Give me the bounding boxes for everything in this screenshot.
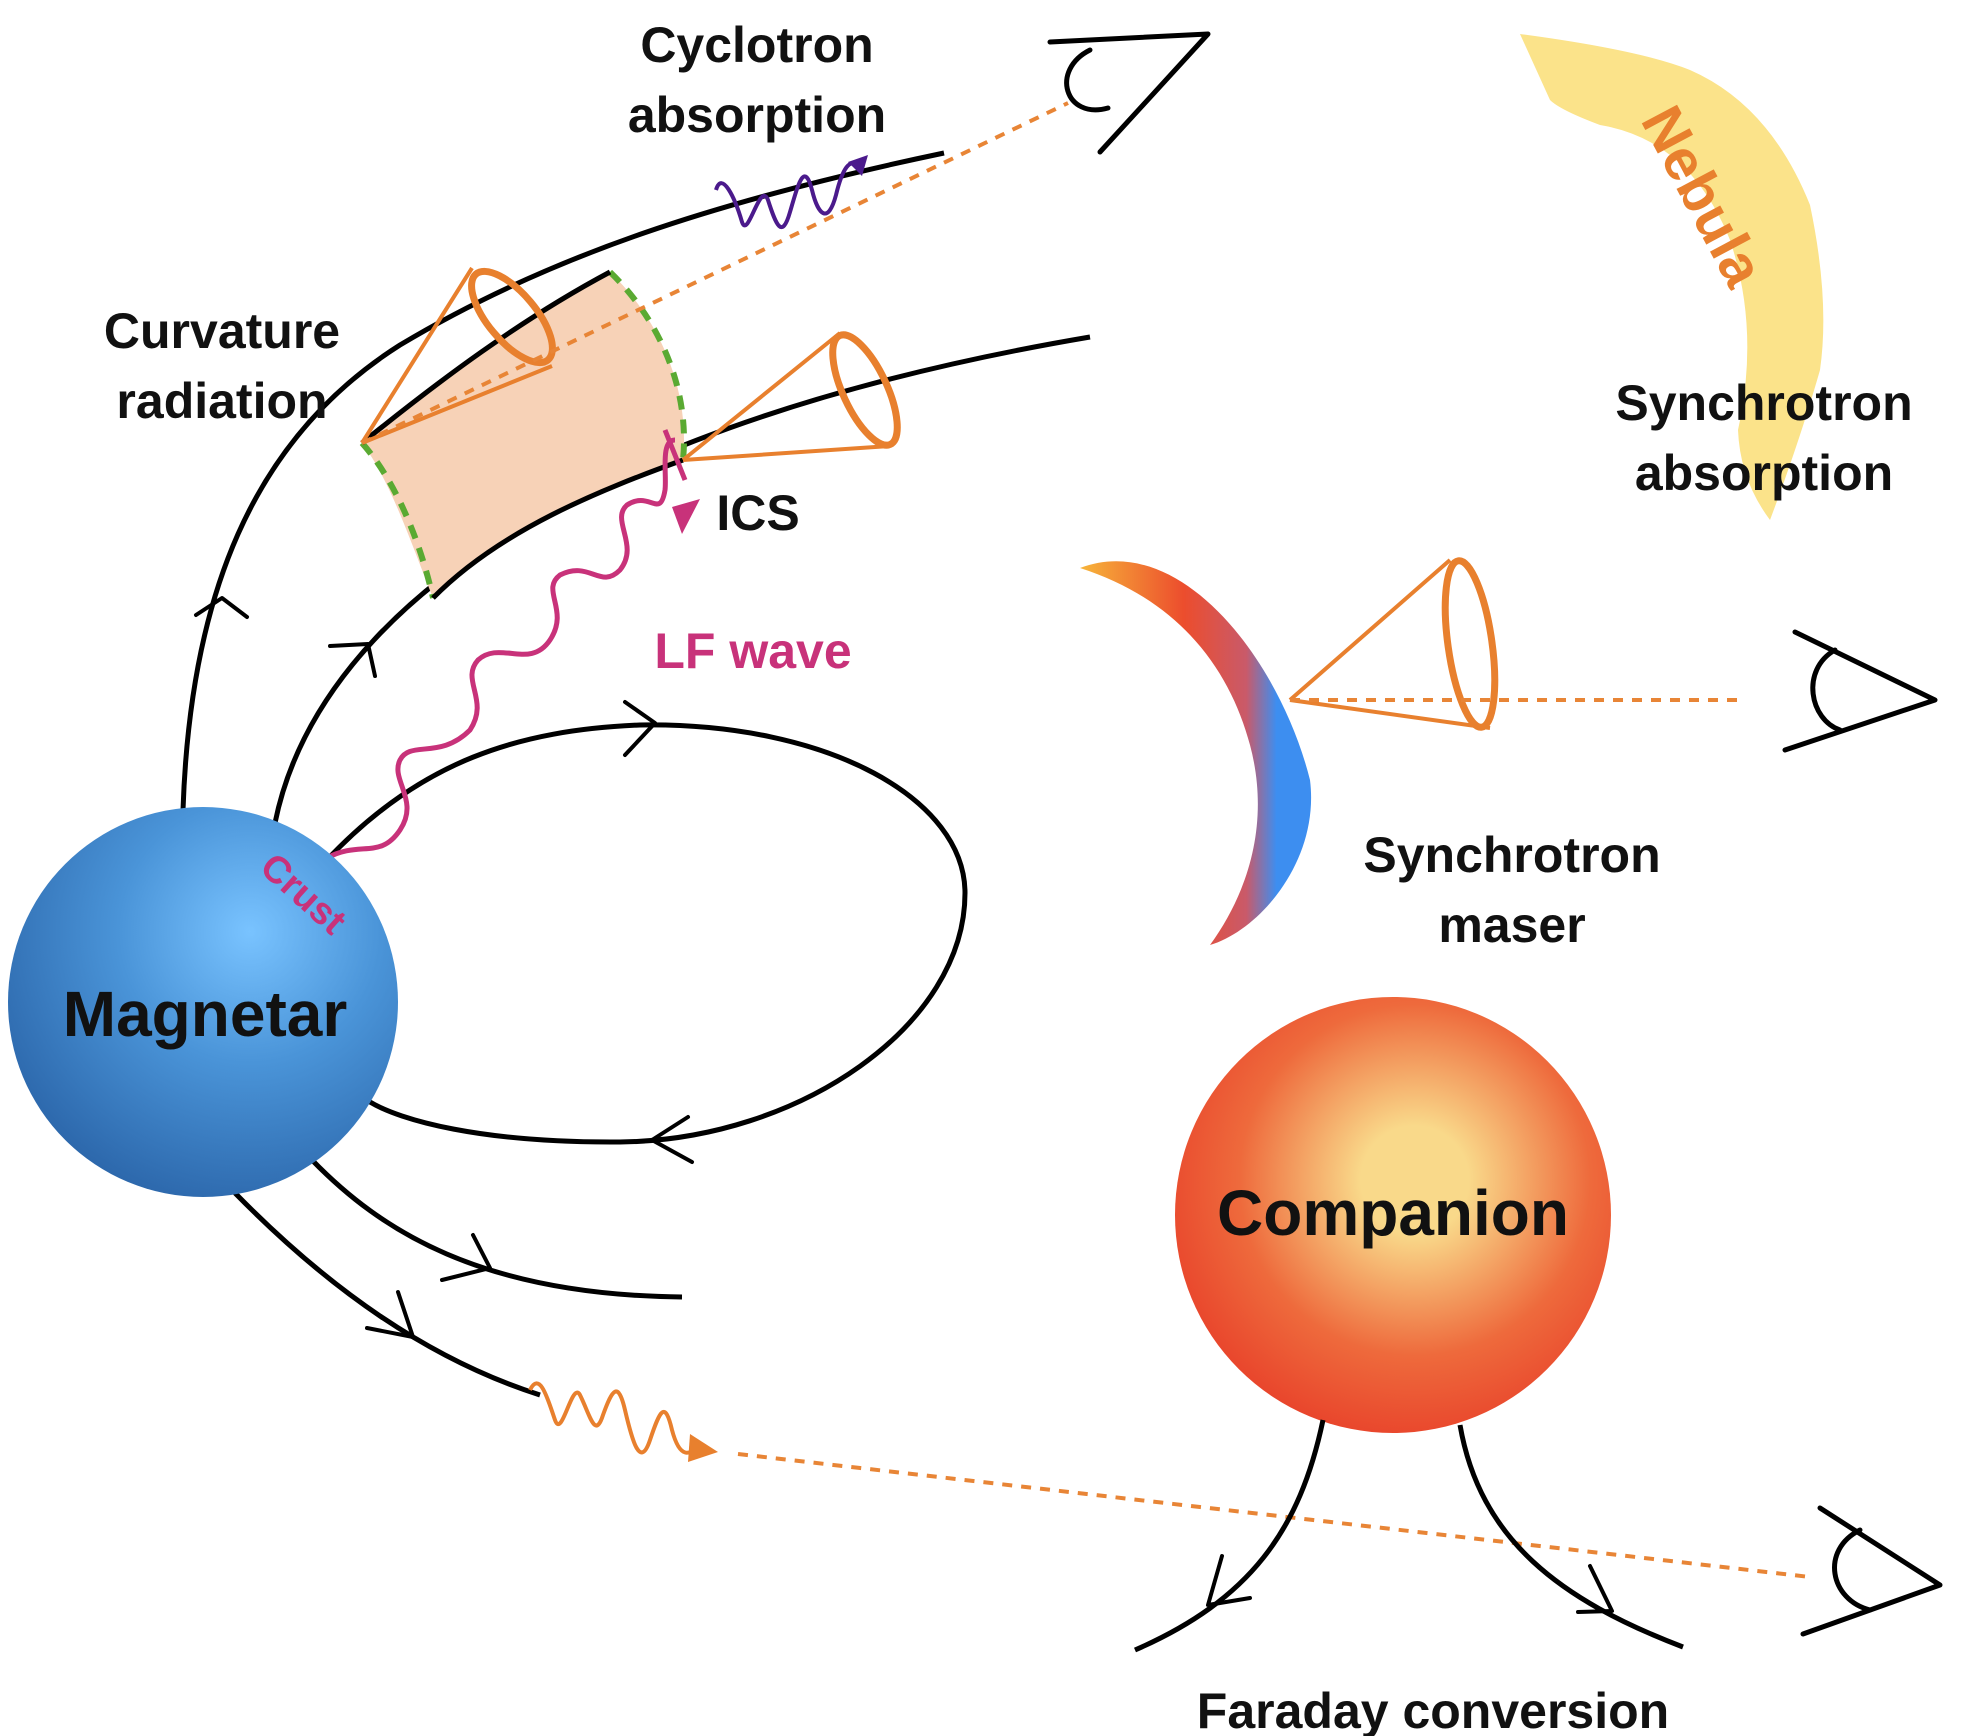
companion-label: Companion <box>1217 1177 1569 1249</box>
bottom-wave-arrowhead <box>688 1434 718 1462</box>
ics-cone-rim <box>829 331 901 449</box>
magnetar-label: Magnetar <box>63 978 348 1050</box>
companion-arrow-left <box>1206 1554 1252 1607</box>
cyclotron-arrowhead <box>848 155 868 176</box>
closed-field-loop <box>323 722 968 1145</box>
magnetar-sphere <box>8 807 398 1197</box>
field-arrow-3 <box>623 700 657 757</box>
observer-eye-bottom <box>1800 1505 1943 1637</box>
companion-field-left <box>1134 1419 1326 1653</box>
curvature-label-line2: radiation <box>116 373 327 429</box>
companion-sphere <box>1175 997 1611 1433</box>
field-arrow-6 <box>365 1290 415 1339</box>
observer-eye-top-lid <box>1064 47 1111 113</box>
synchrotron-absorption-line2: absorption <box>1635 445 1893 501</box>
lf-wave <box>325 437 676 861</box>
curvature-cone-rim <box>468 267 556 367</box>
cyclotron-label-line2: absorption <box>628 87 886 143</box>
synchrotron-maser-line1: Synchrotron <box>1363 827 1660 883</box>
middle-field-line-overlay <box>431 457 684 600</box>
ics-label: ICS <box>716 485 799 541</box>
outer-field-line-overlay <box>360 269 612 445</box>
lf-wave-tail <box>662 429 688 481</box>
middle-field-line <box>272 334 1091 824</box>
curvature-cone <box>360 266 553 445</box>
curvature-label-line1: Curvature <box>104 303 340 359</box>
cyclotron-wave <box>714 161 862 229</box>
field-arrow-1 <box>194 596 249 619</box>
bottom-line-of-sight <box>737 1452 1811 1579</box>
synchrotron-maser-line2: maser <box>1438 897 1585 953</box>
top-line-of-sight <box>361 101 1069 445</box>
lower-field-line-2 <box>233 1191 541 1398</box>
field-arrow-4 <box>650 1115 694 1164</box>
observer-eye-middle <box>1782 629 1938 753</box>
nebula-shell <box>1520 34 1824 520</box>
bottom-wave <box>528 1381 702 1455</box>
maser-cone <box>1288 558 1491 730</box>
ics-cone <box>681 331 891 462</box>
maser-shell <box>1080 561 1312 945</box>
synchrotron-absorption-line1: Synchrotron <box>1615 375 1912 431</box>
observer-eye-bottom-lid <box>1832 1527 1873 1613</box>
field-arrow-5 <box>440 1233 492 1282</box>
maser-cone-rim <box>1441 557 1499 731</box>
emission-region-bottom-boundary <box>359 441 436 599</box>
observer-eye-middle-lid <box>1810 647 1843 733</box>
cyclotron-label-line1: Cyclotron <box>640 17 873 73</box>
companion-arrow-right <box>1576 1564 1614 1614</box>
emission-region-top-boundary <box>607 269 687 461</box>
observer-eye-top <box>1047 31 1211 155</box>
lower-field-line-1 <box>310 1158 683 1300</box>
faraday-label: Faraday conversion <box>1197 1683 1669 1736</box>
outer-field-line <box>180 150 945 811</box>
field-arrow-2 <box>328 642 377 678</box>
lf-wave-label: LF wave <box>654 623 851 679</box>
companion-field-right <box>1457 1424 1684 1650</box>
emission-region <box>362 272 685 598</box>
lf-wave-arrowhead <box>672 499 700 534</box>
